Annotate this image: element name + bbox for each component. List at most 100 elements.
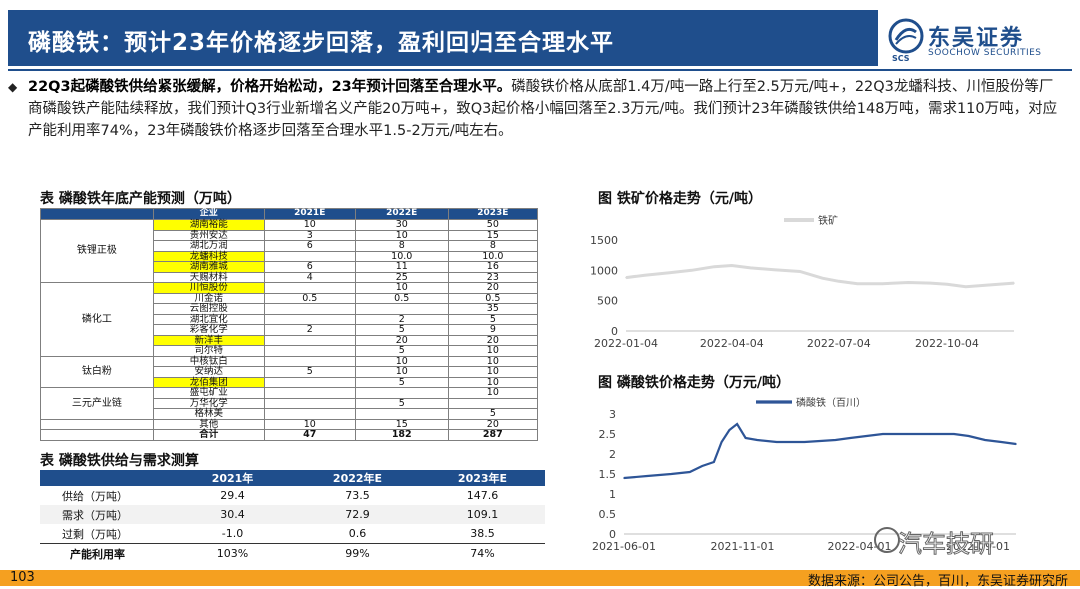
data-point (821, 277, 824, 280)
data-point (1013, 282, 1015, 284)
capacity-value: 4 (263, 271, 356, 283)
page-number: 103 (10, 570, 35, 585)
supply-value: -1.0 (221, 527, 244, 540)
data-point (803, 441, 806, 443)
capacity-value (263, 355, 356, 367)
capacity-value: 0.5 (263, 292, 356, 304)
supply-value: 109.1 (420, 505, 545, 524)
capacity-value: 20 (447, 418, 539, 430)
capacity-value (263, 313, 356, 325)
data-point (646, 475, 649, 477)
capacity-value: 30 (354, 219, 449, 231)
summary-bold: 22Q3起磷酸铁供给紧张缓解，价格开始松动，23年预计回落至合理水平。 (28, 79, 512, 95)
supply-row-label: 过剩（万吨） (62, 527, 128, 541)
legend-label: 磷酸铁（百川） (796, 396, 866, 409)
data-point (756, 439, 759, 441)
supply-row: 供给（万吨） 29.4 73.5 147.6 (40, 486, 545, 505)
capacity-company: 湖南裕能 (152, 219, 265, 231)
capacity-value: 5 (354, 376, 449, 388)
summary-paragraph: ◆ 22Q3起磷酸铁供给紧张缓解，价格开始松动，23年预计回落至合理水平。磷酸铁… (8, 76, 1058, 142)
data-point (744, 437, 747, 439)
capacity-value (263, 334, 356, 346)
data-point (967, 435, 970, 437)
capacity-total-blank (40, 429, 154, 441)
capacity-value: 15 (354, 418, 449, 430)
capacity-value: 20 (354, 334, 449, 346)
capacity-total-value: 182 (354, 429, 449, 441)
capacity-value (263, 282, 356, 294)
capacity-value: 23 (447, 271, 539, 283)
capacity-row: 湖北万润 6 8 8 (41, 240, 539, 252)
supply-demand-table: 2021年 2022年E 2023年E 供给（万吨） 29.4 73.5 147.6 需求（… (40, 470, 545, 563)
y-tick-label: 3 (609, 408, 616, 421)
capacity-value: 11 (354, 261, 449, 273)
capacity-company: 彩客化学 (152, 324, 265, 336)
data-point (964, 285, 967, 288)
logo-mark-icon (888, 18, 924, 54)
capacity-value: 10 (447, 376, 539, 388)
data-point (865, 435, 868, 437)
data-point (989, 284, 992, 286)
supply-value: 99% (295, 543, 420, 563)
data-point (953, 433, 955, 435)
logo-en: SOOCHOW SECURITIES (928, 48, 1042, 58)
data-point (689, 471, 691, 473)
capacity-value: 5 (263, 366, 356, 378)
capacity-table-caption: 表 磷酸铁年底产能预测（万吨） (40, 191, 241, 207)
data-point (623, 477, 625, 479)
capacity-company: 司尔特 (152, 345, 265, 357)
capacity-company: 其他 (152, 418, 265, 430)
data-point (838, 280, 840, 283)
data-point (670, 473, 673, 475)
capacity-company: 天赐材料 (152, 271, 265, 283)
capacity-row: 钛白粉 中核钛白 10 10 (40, 355, 539, 388)
y-tick-label: 0 (609, 528, 616, 541)
capacity-value: 10 (354, 366, 449, 378)
supply-header-cell: 2023年E (420, 470, 545, 486)
supply-value: 0.6 (348, 527, 367, 540)
capacity-value: 0.5 (354, 292, 449, 304)
capacity-total-value: 287 (447, 429, 539, 441)
capacity-company: 川恒股份 (152, 282, 265, 294)
capacity-group-label (40, 418, 154, 430)
capacity-value: 0.5 (447, 292, 539, 304)
y-tick-label: 1 (609, 488, 616, 501)
capacity-value: 10 (447, 355, 539, 367)
capacity-value: 5 (354, 345, 449, 357)
data-point (849, 437, 852, 439)
capacity-company: 龙蟠科技 (152, 250, 265, 262)
capacity-company: 盛屯矿业 (152, 387, 265, 399)
capacity-value: 10.0 (447, 250, 539, 262)
capacity-company: 万华化学 (152, 397, 265, 409)
diamond-bullet-icon: ◆ (8, 80, 18, 94)
data-point (749, 267, 752, 269)
data-point (736, 423, 738, 425)
data-point (713, 265, 715, 268)
capacity-company: 格林美 (152, 408, 265, 420)
x-tick-label: 2022-09-01 (946, 540, 1010, 553)
y-tick-label: 0.5 (599, 508, 617, 521)
data-point (1000, 441, 1003, 443)
capacity-value: 9 (447, 324, 539, 336)
capacity-row: 磷化工 川恒股份 10 20 (40, 282, 539, 357)
x-tick-label: 2022-10-04 (915, 337, 979, 350)
capacity-header-cell: 2022E (354, 208, 449, 220)
y-tick-label: 2 (609, 448, 616, 461)
capacity-value: 5 (447, 313, 539, 325)
data-point (668, 271, 671, 274)
supply-table-caption: 表 磷酸铁供给与需求测算 (40, 453, 199, 469)
supply-row-label: 供给（万吨） (62, 489, 128, 503)
capacity-company: 中核钛白 (152, 355, 265, 367)
supply-row: 过剩（万吨） -1.0 0.6 38.5 (40, 524, 545, 544)
capacity-value: 25 (354, 271, 449, 283)
data-point (773, 268, 775, 271)
capacity-value (447, 397, 539, 409)
capacity-company: 安纳达 (152, 366, 265, 378)
capacity-value (354, 408, 449, 420)
data-point (929, 433, 931, 435)
capacity-value: 10.0 (354, 250, 449, 262)
capacity-value: 20 (447, 334, 539, 346)
capacity-company: 龙佰集团 (152, 376, 265, 388)
capacity-value: 3 (263, 229, 356, 241)
capacity-company: 贵州安达 (152, 229, 265, 241)
